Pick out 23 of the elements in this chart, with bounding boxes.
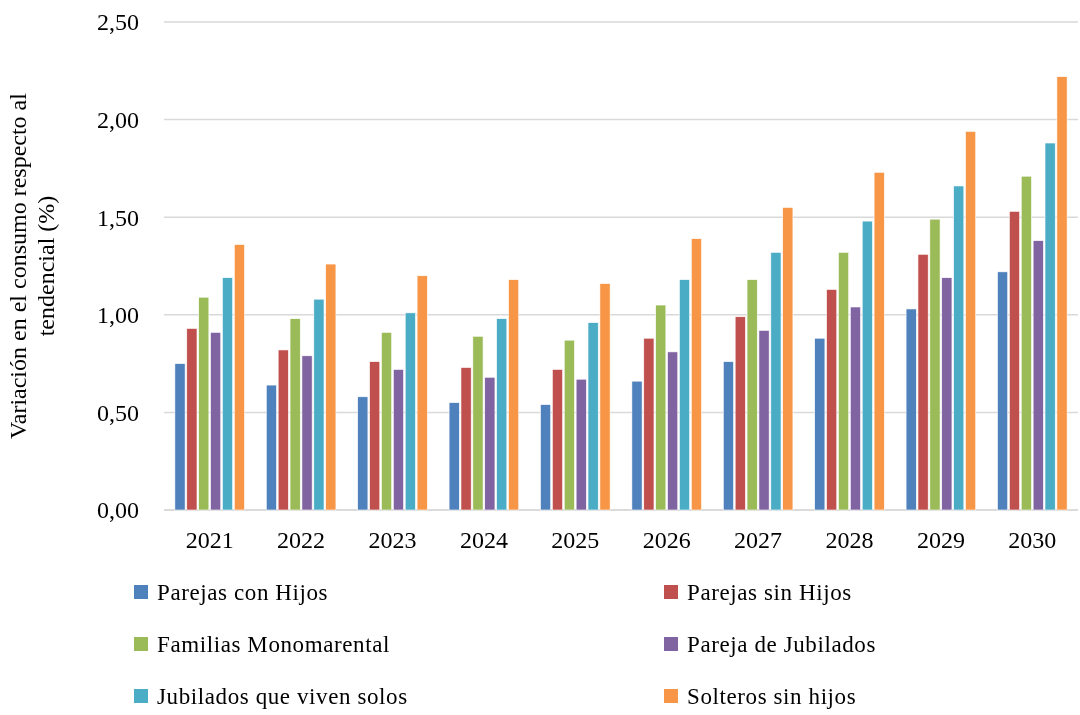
x-tick-label: 2022 <box>277 527 326 553</box>
x-tick-label: 2021 <box>185 527 234 553</box>
legend-label: Solteros sin hijos <box>687 684 857 710</box>
y-tick-label: 1,00 <box>97 302 139 329</box>
legend-label: Parejas sin Hijos <box>687 580 852 606</box>
x-tick-label: 2024 <box>459 527 508 553</box>
y-tick-label: 2,50 <box>97 9 139 36</box>
x-tick-label: 2026 <box>642 527 691 553</box>
x-tick-label: 2030 <box>1008 527 1057 553</box>
x-tick-label: 2023 <box>368 527 417 553</box>
legend-label: Parejas con Hijos <box>157 580 329 606</box>
x-tick-label: 2025 <box>551 527 600 553</box>
x-tick-label: 2027 <box>734 527 783 553</box>
y-tick-label: 0,00 <box>97 497 139 524</box>
x-tick-label: 2029 <box>916 527 965 553</box>
legend-label: Pareja de Jubilados <box>687 632 876 658</box>
y-tick-label: 0,50 <box>97 399 139 426</box>
legend-label: Jubilados que viven solos <box>157 684 408 710</box>
x-tick-label: 2028 <box>825 527 874 553</box>
y-tick-label: 1,50 <box>97 204 139 231</box>
y-axis-title: Variación en el consumo respecto al tendencial (%) <box>5 92 59 439</box>
y-tick-label: 2,00 <box>97 107 139 133</box>
legend-label: Familias Monomarental <box>157 632 390 658</box>
